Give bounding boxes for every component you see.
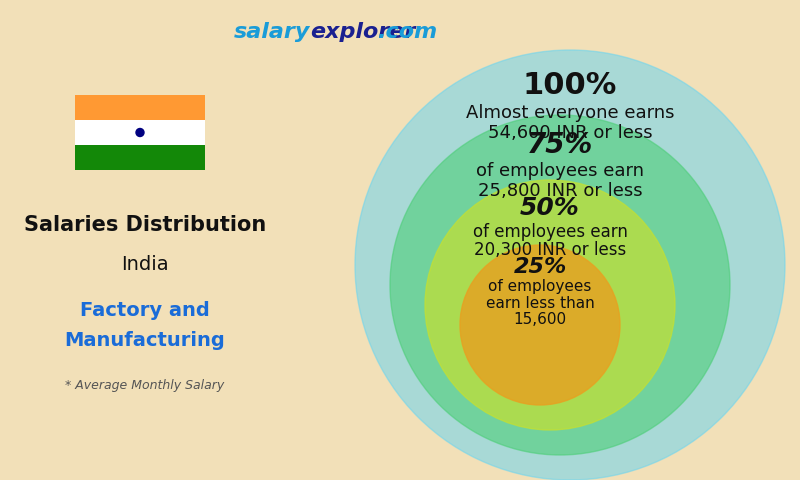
Text: Salaries Distribution: Salaries Distribution bbox=[24, 215, 266, 235]
Circle shape bbox=[136, 129, 144, 136]
Text: 100%: 100% bbox=[523, 71, 617, 99]
Text: Manufacturing: Manufacturing bbox=[65, 331, 226, 349]
Text: earn less than: earn less than bbox=[486, 296, 594, 311]
Text: of employees: of employees bbox=[488, 279, 592, 295]
Text: Almost everyone earns: Almost everyone earns bbox=[466, 104, 674, 122]
Text: 54,600 INR or less: 54,600 INR or less bbox=[488, 124, 652, 142]
Circle shape bbox=[390, 115, 730, 455]
Text: salary: salary bbox=[234, 22, 310, 42]
Circle shape bbox=[355, 50, 785, 480]
Bar bbox=[75, 145, 205, 170]
Text: 25,800 INR or less: 25,800 INR or less bbox=[478, 182, 642, 200]
Circle shape bbox=[460, 245, 620, 405]
Text: 50%: 50% bbox=[520, 196, 580, 220]
Circle shape bbox=[425, 180, 675, 430]
Text: Factory and: Factory and bbox=[80, 300, 210, 320]
Bar bbox=[75, 95, 205, 120]
Text: 20,300 INR or less: 20,300 INR or less bbox=[474, 241, 626, 259]
Text: India: India bbox=[121, 255, 169, 275]
Text: explorer: explorer bbox=[310, 22, 415, 42]
Text: 15,600: 15,600 bbox=[514, 312, 566, 326]
Text: of employees earn: of employees earn bbox=[476, 162, 644, 180]
Text: 75%: 75% bbox=[527, 131, 593, 159]
Text: .com: .com bbox=[378, 22, 438, 42]
Text: 25%: 25% bbox=[514, 257, 566, 277]
Text: * Average Monthly Salary: * Average Monthly Salary bbox=[66, 379, 225, 392]
Bar bbox=[75, 120, 205, 145]
Text: of employees earn: of employees earn bbox=[473, 223, 627, 241]
